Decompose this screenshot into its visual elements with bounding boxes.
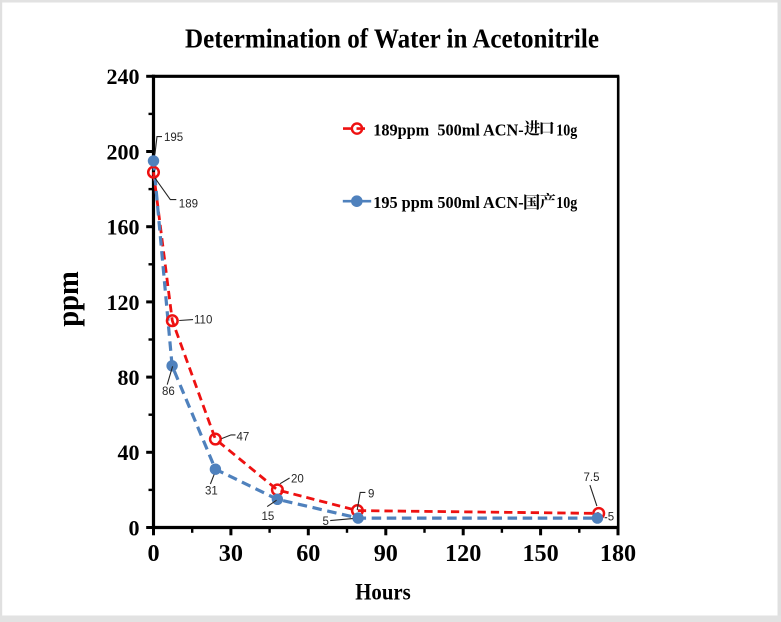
svg-text:160: 160 [107, 215, 140, 240]
svg-text:30: 30 [219, 540, 243, 567]
svg-text:80: 80 [118, 365, 140, 390]
svg-text:Hours: Hours [355, 580, 411, 606]
svg-text:195: 195 [164, 132, 183, 144]
svg-text:15: 15 [262, 511, 275, 523]
svg-text:10g: 10g [556, 121, 577, 140]
svg-text:180: 180 [600, 540, 636, 567]
svg-text:0: 0 [147, 540, 159, 567]
svg-text:195 ppm 500ml ACN-: 195 ppm 500ml ACN- [373, 193, 524, 212]
svg-text:120: 120 [107, 290, 140, 315]
svg-text:240: 240 [107, 64, 140, 89]
svg-text:189: 189 [179, 199, 198, 211]
svg-text:150: 150 [522, 540, 558, 567]
svg-text:189ppm 500ml ACN-: 189ppm 500ml ACN- [373, 121, 524, 140]
svg-text:110: 110 [194, 314, 212, 326]
svg-text:47: 47 [237, 432, 250, 444]
svg-text:20: 20 [291, 474, 304, 486]
svg-text:5: 5 [608, 512, 614, 524]
svg-text:9: 9 [368, 488, 374, 500]
svg-text:31: 31 [205, 485, 218, 497]
svg-text:120: 120 [445, 540, 481, 567]
svg-text:60: 60 [296, 540, 320, 567]
svg-text:200: 200 [107, 139, 140, 164]
svg-text:40: 40 [118, 440, 140, 465]
svg-text:10g: 10g [556, 193, 577, 212]
svg-text:Determination of Water in Acet: Determination of Water in Acetonitrile [185, 24, 599, 54]
svg-text:0: 0 [129, 515, 140, 540]
svg-text:5: 5 [323, 516, 329, 528]
svg-text:ppm: ppm [50, 271, 85, 327]
svg-text:86: 86 [162, 386, 175, 398]
svg-text:90: 90 [374, 540, 398, 567]
svg-text:7.5: 7.5 [584, 472, 600, 484]
